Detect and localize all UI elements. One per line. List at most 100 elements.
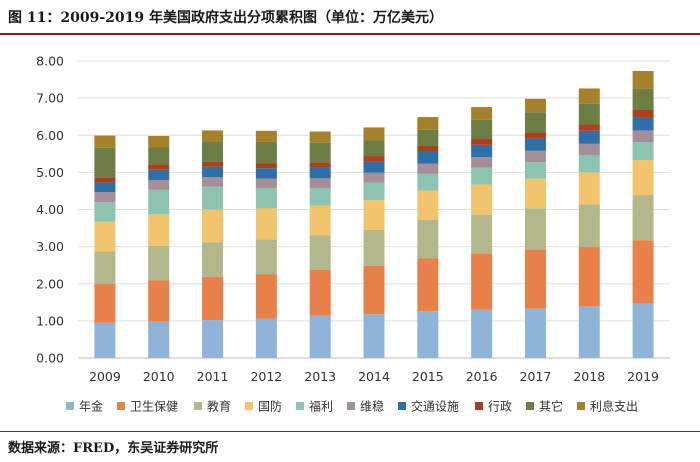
x-tick-label: 2010 [143,369,175,384]
legend-swatch [117,402,125,410]
bar-segment [148,169,170,181]
bar-segment [255,318,277,358]
bar-stack-2010 [148,135,170,358]
x-axis-tick-labels: 2009 2010 2011 2012 2013 2014 2015 2016 2017 2018… [89,369,659,384]
bar-segment [363,127,385,141]
bar-segment [632,240,654,304]
bar-stack-2015 [417,117,439,358]
bar-segment [363,161,385,173]
legend-item: 福利 [296,399,333,414]
bar-segment [524,208,546,250]
bar-segment [363,229,385,266]
bar-segment [148,214,170,246]
figure-title: 图 11：2009-2019 年美国政府支出分项累积图（单位：万亿美元） [8,10,443,26]
bar-segment [255,163,277,169]
bar-segment [309,235,331,271]
bar-segment [148,180,170,190]
bar-segment [471,119,493,139]
bar-stack-2019 [632,71,654,358]
bar-segment [94,192,116,203]
bar-segment [471,157,493,168]
bar-segment [471,309,493,358]
title-divider [0,33,700,35]
bar-segment [363,172,385,183]
legend-label: 交通设施 [411,399,459,414]
legend-item: 卫生保健 [117,400,178,414]
bar-segment [417,258,439,312]
bar-segment [363,314,385,358]
bar-segment [94,202,116,222]
bar-segment [148,189,170,215]
legend-item: 利息支出 [577,399,638,414]
bar-segment [202,320,224,358]
bar-segment [255,188,277,209]
bar-segment [148,280,170,322]
bar-segment [363,200,385,230]
bar-segment [578,204,600,247]
bar-segment [632,142,654,161]
bar-segment [309,162,331,168]
x-tick-label: 2011 [197,369,229,384]
bar-segment [578,306,600,358]
bar-segment [94,147,116,178]
legend-label: 卫生保健 [130,400,178,414]
bar-stack-2012 [255,130,277,358]
bar-segment [309,167,331,179]
bar-segment [417,219,439,259]
bar-segment [578,88,600,104]
bar-stack-2016 [471,107,493,358]
bar-segment [309,131,331,143]
bar-segment [363,140,385,157]
bar-segment [471,138,493,145]
bar-segment [632,117,654,131]
legend-item: 其它 [526,399,563,414]
bar-segment [94,221,116,252]
bar-segment [471,253,493,310]
bar-segment [632,71,654,89]
bar-segment [417,163,439,174]
bar-segment [255,141,277,164]
bar-segment [578,247,600,307]
bar-segment [471,214,493,254]
y-axis-tick-labels: 0.00 1.00 2.00 3.00 4.00 5.00 6.00 7.00 8.00 [36,54,64,366]
bar-segment [632,160,654,196]
bar-segment [471,144,493,158]
bar-segment [632,130,654,143]
x-tick-label: 2012 [250,369,282,384]
bar-segment [148,135,170,148]
bar-segment [94,135,116,148]
bar-segment [524,308,546,358]
x-tick-label: 2018 [573,369,605,384]
bar-segment [471,167,493,185]
bar-segment [417,151,439,164]
bar-segment [255,168,277,179]
bar-segment [255,178,277,189]
stacked-bar-chart: 0.00 1.00 2.00 3.00 4.00 5.00 6.00 7.00 8.00 2009… [36,54,670,414]
bar-stack-2013 [309,131,331,358]
legend-item: 年金 [66,399,103,414]
bar-segment [255,130,277,142]
bar-segment [417,173,439,191]
y-tick-label: 6.00 [36,128,64,143]
legend-swatch [526,402,534,410]
legend-swatch [347,402,355,410]
bar-segment [309,270,331,316]
legend-item: 交通设施 [398,399,459,414]
bar-stacks [94,71,654,358]
bar-stack-2009 [94,135,116,358]
legend-item: 国防 [245,399,282,414]
bar-segment [94,283,116,323]
bar-segment [94,177,116,183]
bar-segment [417,129,439,147]
bar-segment [94,322,116,358]
bar-segment [202,186,224,210]
y-tick-label: 2.00 [36,276,64,291]
bar-segment [202,166,224,178]
bar-segment [309,178,331,189]
legend-swatch [577,402,585,410]
legend-swatch [398,402,406,410]
bar-segment [524,178,546,209]
x-tick-label: 2019 [627,369,659,384]
bar-segment [255,274,277,319]
bar-segment [524,161,546,179]
